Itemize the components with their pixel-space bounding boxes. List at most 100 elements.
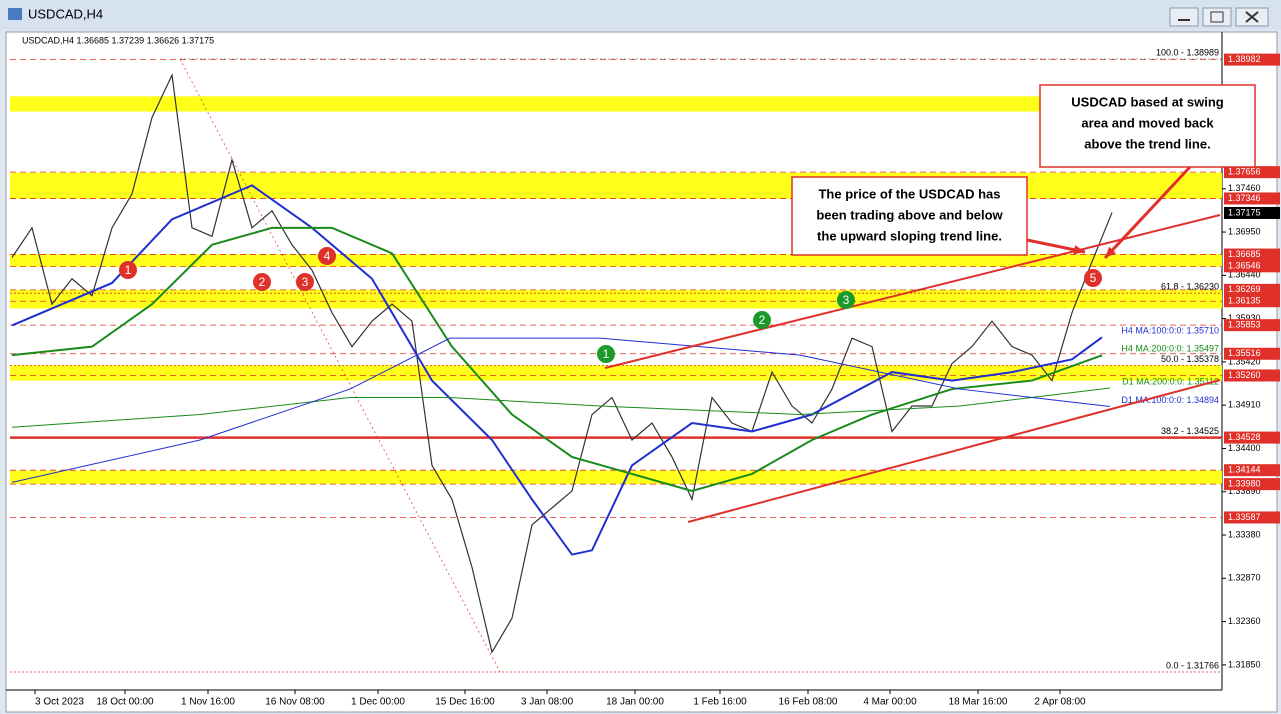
maximize-button[interactable] (1202, 7, 1232, 27)
x-tick-label: 18 Oct 00:00 (96, 697, 154, 708)
level-label: 1.36269 (1228, 284, 1261, 294)
y-tick-label: 1.34910 (1228, 400, 1261, 410)
swing-marker-label: 1 (125, 263, 132, 277)
level-label: 1.36135 (1228, 296, 1261, 306)
x-tick-label: 4 Mar 00:00 (863, 697, 917, 708)
level-label: 1.33980 (1228, 478, 1261, 488)
swing-marker (318, 247, 336, 265)
swing-marker (837, 291, 855, 309)
y-tick-label: 1.36440 (1228, 270, 1261, 280)
minimize-button[interactable] (1169, 7, 1199, 27)
fib-diagonal (179, 58, 501, 673)
y-tick-label: 1.33890 (1228, 486, 1261, 496)
level-label-bg (1224, 166, 1280, 179)
callout-text: USDCAD based at swing (1071, 94, 1223, 109)
callout-arrowhead (1073, 245, 1085, 255)
y-tick-label: 1.37460 (1228, 183, 1261, 193)
level-label: 1.35516 (1228, 348, 1261, 358)
close-icon (1245, 11, 1259, 23)
level-label: 1.34528 (1228, 432, 1261, 442)
window-icon (8, 8, 22, 20)
maximize-icon (1210, 11, 1224, 23)
support-zone (10, 470, 1222, 485)
fib-label: 61.8 - 1.36230 (1161, 282, 1219, 292)
callout-text: above the trend line. (1084, 136, 1210, 151)
level-label: 1.34144 (1228, 465, 1261, 475)
swing-marker-label: 4 (324, 249, 331, 263)
level-label-bg (1224, 464, 1280, 477)
level-label: 1.38982 (1228, 54, 1261, 64)
level-label-bg (1224, 248, 1280, 261)
swing-marker (296, 273, 314, 291)
level-label-bg (1224, 431, 1280, 444)
moving-average (11, 387, 1111, 428)
support-zone (10, 289, 1222, 309)
y-tick-label: 1.36950 (1228, 226, 1261, 236)
y-tick-label: 1.33380 (1228, 529, 1261, 539)
level-label: 1.33587 (1228, 512, 1261, 522)
x-tick-label: 15 Dec 16:00 (435, 697, 495, 708)
x-tick-label: 16 Nov 08:00 (265, 697, 325, 708)
x-tick-label: 18 Jan 00:00 (606, 697, 664, 708)
y-tick-label: 1.34400 (1228, 443, 1261, 453)
level-label: 1.36546 (1228, 261, 1261, 271)
swing-marker-label: 5 (1090, 271, 1097, 285)
y-tick-label: 1.32360 (1228, 616, 1261, 626)
level-label-bg (1224, 53, 1280, 66)
swing-marker-label: 1 (603, 347, 610, 361)
support-zone (10, 254, 1222, 267)
y-tick-label: 1.31850 (1228, 659, 1261, 669)
swing-marker (253, 273, 271, 291)
fib-label: 50.0 - 1.35378 (1161, 354, 1219, 364)
fib-label: 38.2 - 1.34525 (1161, 426, 1219, 436)
level-label: 1.35853 (1228, 320, 1261, 330)
swing-marker-label: 2 (759, 313, 766, 327)
swing-marker-label: 3 (843, 293, 850, 307)
ma-label: D1 MA:200:0:0: 1.35112 (1122, 376, 1219, 386)
support-zone (10, 172, 1222, 199)
trend-line (687, 379, 1221, 523)
callout-text: been trading above and below (816, 207, 1003, 222)
ma-label: H4 MA:200:0:0: 1.35497 (1121, 344, 1219, 354)
fib-label: 100.0 - 1.38989 (1156, 47, 1219, 57)
callout-arrow (1103, 165, 1192, 260)
level-label-bg (1224, 319, 1280, 332)
price-line (11, 72, 1113, 654)
swing-marker (1084, 269, 1102, 287)
window-title: USDCAD,H4 (28, 6, 103, 21)
x-tick-label: 2 Apr 08:00 (1034, 697, 1086, 708)
ma-label: D1 MA:100:0:0: 1.34894 (1121, 395, 1219, 405)
current-price-bg (1224, 206, 1280, 219)
x-tick-label: 1 Dec 00:00 (351, 697, 405, 708)
callout-text: area and moved back (1081, 115, 1214, 130)
callout-arrowhead (1105, 246, 1116, 258)
swing-marker (753, 311, 771, 329)
y-tick-label: 1.32870 (1228, 573, 1261, 583)
callout-box (1039, 84, 1256, 168)
moving-average (11, 337, 1111, 483)
level-label-bg (1224, 283, 1280, 296)
level-label-bg (1224, 511, 1280, 524)
moving-average (11, 184, 1103, 556)
x-tick-label: 3 Jan 08:00 (521, 697, 574, 708)
ma-label: H4 MA:100:0:0: 1.35710 (1121, 326, 1219, 336)
level-label-bg (1224, 347, 1280, 360)
x-tick-label: 1 Feb 16:00 (693, 697, 747, 708)
chart-info: USDCAD,H4 1.36685 1.37239 1.36626 1.3717… (22, 35, 214, 45)
trend-line (604, 214, 1221, 369)
y-tick-label: 1.35930 (1228, 313, 1261, 323)
level-label: 1.37346 (1228, 193, 1261, 203)
x-tick-label: 3 Oct 2023 (35, 697, 84, 708)
level-label-bg (1224, 369, 1280, 382)
current-price-label: 1.37175 (1228, 207, 1261, 217)
fib-label: 0.0 - 1.31766 (1166, 660, 1219, 670)
callout-text: The price of the USDCAD has (818, 186, 1000, 201)
y-tick-label: 1.35420 (1228, 356, 1261, 366)
callout-text: the upward sloping trend line. (817, 228, 1002, 243)
level-label: 1.36685 (1228, 249, 1261, 259)
swing-marker (597, 345, 615, 363)
support-zone (10, 96, 1222, 112)
title-bar (0, 0, 1281, 30)
x-tick-label: 16 Feb 08:00 (779, 697, 838, 708)
swing-marker-label: 2 (259, 275, 266, 289)
